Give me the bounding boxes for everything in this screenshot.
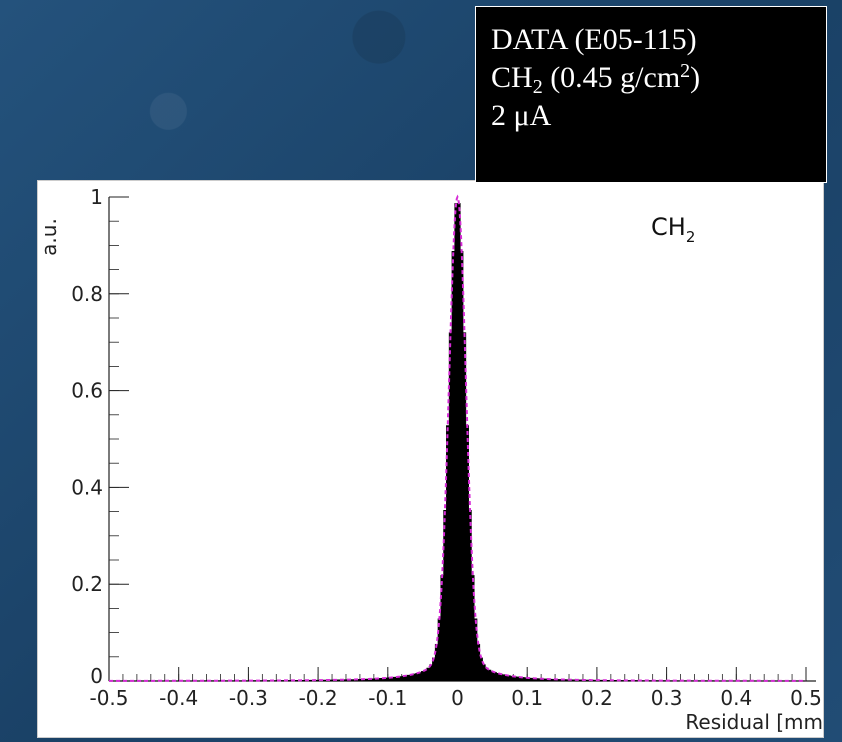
plot-panel: -0.5 -0.4 -0.3 -0.2 -0.1 0 0.1 0.2 0.3 0.4 0.5 0 0.2…	[37, 180, 824, 738]
x-tick-label-10: 0.5	[790, 686, 822, 710]
run-info-dataset: DATA (E05-115)	[491, 23, 697, 56]
histogram-bars	[108, 203, 807, 682]
x-tick-label-1: -0.4	[159, 686, 198, 710]
fit-curve	[109, 194, 806, 682]
x-tick-label-0: -0.5	[89, 686, 128, 710]
x-tick-label-6: 0.1	[511, 686, 543, 710]
x-tick-label-9: 0.4	[720, 686, 752, 710]
x-tick-label-7: 0.2	[581, 686, 613, 710]
run-info-target-main: CH	[491, 61, 533, 94]
x-tick-label-8: 0.3	[651, 686, 683, 710]
x-axis-title: Residual [mm	[685, 710, 823, 734]
y-tick-label-5: 1	[90, 185, 103, 209]
y-tick-label-1: 0.2	[71, 572, 103, 596]
y-tick-label-4: 0.8	[71, 282, 103, 306]
run-info-current: 2 μA	[491, 99, 552, 132]
y-tick-label-2: 0.4	[71, 475, 103, 499]
run-info-target-end: )	[690, 61, 701, 94]
y-tick-label-0: 0	[90, 664, 103, 688]
run-info-target-thickness: (0.45 g/cm	[542, 61, 681, 94]
x-tick-label-4: -0.1	[368, 686, 407, 710]
run-info-target-sup: 2	[680, 60, 691, 82]
run-info-target: CH2 (0.45 g/cm2)	[491, 59, 826, 97]
x-tick-label-5: 0	[451, 686, 464, 710]
residual-histogram-chart: -0.5 -0.4 -0.3 -0.2 -0.1 0 0.1 0.2 0.3 0.4 0.5 0 0.2…	[38, 185, 823, 734]
x-tick-label-2: -0.3	[229, 686, 268, 710]
y-tick-label-3: 0.6	[71, 379, 103, 403]
target-annotation: CH2	[651, 213, 695, 246]
y-axis-title: a.u.	[38, 218, 61, 256]
x-tick-label-3: -0.2	[299, 686, 338, 710]
run-info-target-sub: 2	[532, 76, 543, 98]
run-info-box: DATA (E05-115) CH2 (0.45 g/cm2) 2 μA	[475, 6, 827, 183]
